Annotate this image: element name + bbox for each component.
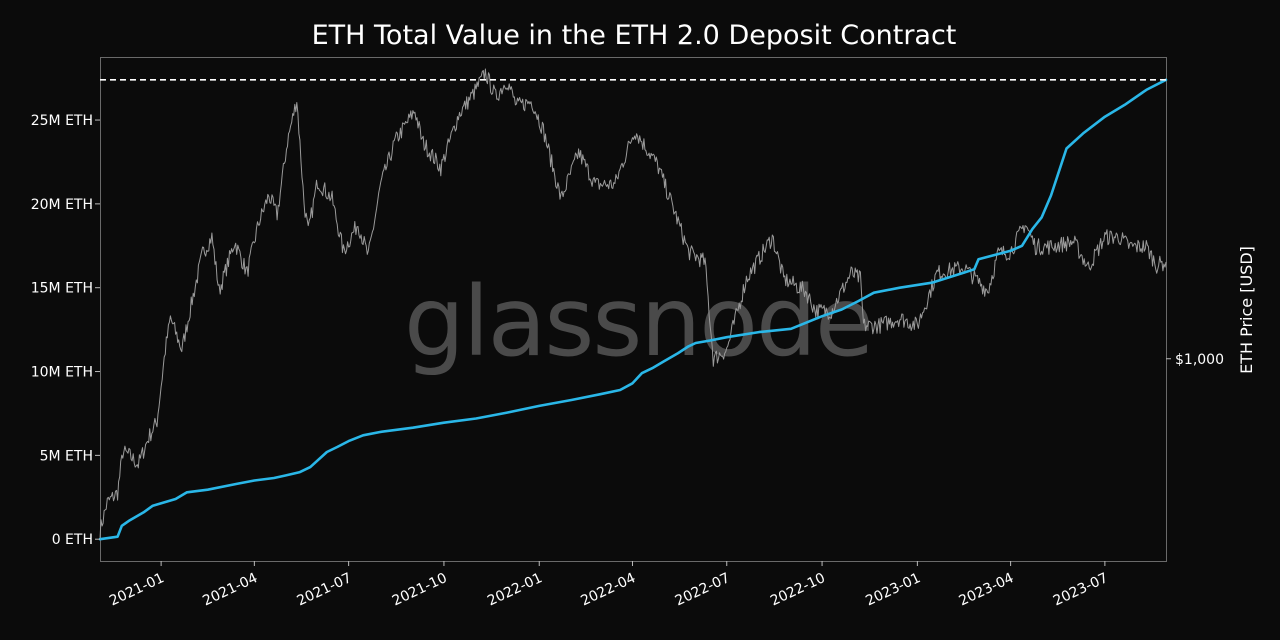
left-tick-label: 0 ETH: [52, 532, 93, 548]
left-tick-label: 5M ETH: [40, 448, 93, 464]
right-tick-label: $1,000: [1175, 352, 1224, 368]
glassnode-watermark: glassnode: [404, 266, 872, 378]
eth-price-layer: [99, 68, 1167, 539]
left-tick-label: 15M ETH: [31, 281, 93, 297]
deposit-total-line: [98, 78, 1168, 541]
deposit-layer: [98, 78, 1168, 541]
left-tick-label: 10M ETH: [31, 365, 93, 381]
right-axis-label: ETH Price [USD]: [1237, 246, 1256, 374]
left-tick-label: 25M ETH: [31, 113, 93, 129]
eth-price-line: [99, 68, 1167, 539]
left-tick-label: 20M ETH: [31, 197, 93, 213]
chart-title: ETH Total Value in the ETH 2.0 Deposit C…: [312, 20, 957, 51]
plot-frame: [100, 57, 1167, 562]
